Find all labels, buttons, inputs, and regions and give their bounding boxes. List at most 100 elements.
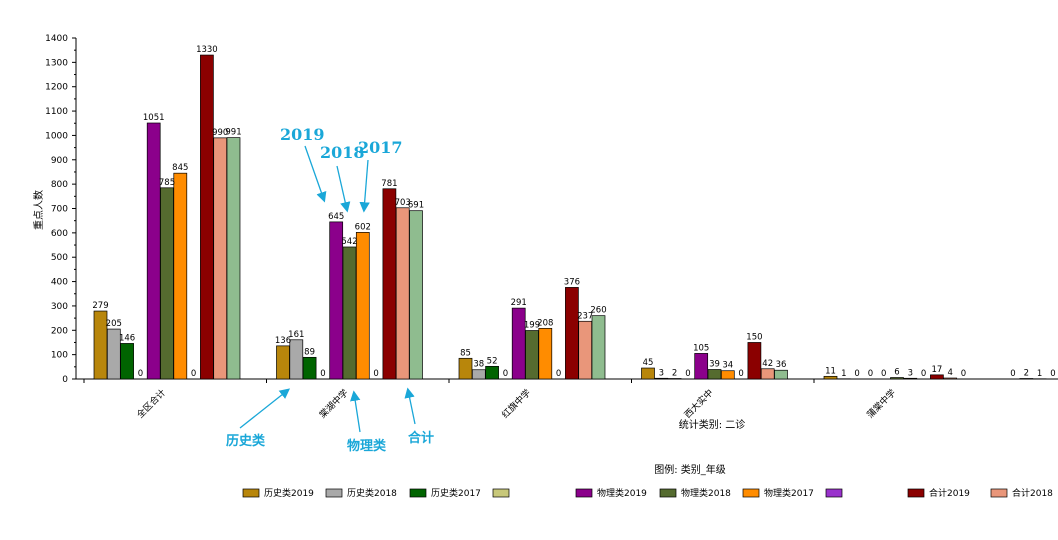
data-label: 52 — [487, 356, 498, 366]
data-label: 645 — [328, 212, 344, 222]
data-label: 199 — [524, 321, 540, 331]
bar — [823, 375, 838, 380]
legend-label: 历史类2019 — [264, 487, 314, 499]
data-label: 542 — [341, 237, 357, 247]
bar — [160, 187, 174, 380]
bar — [747, 342, 762, 380]
data-label: 2 — [1024, 369, 1029, 379]
data-label: 0 — [881, 369, 886, 379]
arrow-physics — [350, 390, 361, 433]
data-label: 1051 — [143, 113, 165, 123]
data-label: 17 — [931, 365, 942, 375]
legend-swatch — [825, 488, 843, 498]
bar — [382, 188, 397, 380]
y-tick-label: 200 — [51, 326, 68, 336]
data-label: 691 — [408, 201, 424, 211]
y-tick-label: 1300 — [45, 58, 68, 68]
bar — [276, 345, 290, 380]
data-label: 703 — [395, 198, 411, 208]
data-label: 0 — [320, 369, 325, 379]
data-label: 85 — [460, 348, 471, 358]
data-label: 785 — [159, 178, 175, 188]
annotation-physics: 物理类 — [347, 439, 387, 454]
x-tick-label: 全区合计 — [134, 387, 168, 421]
data-label: 136 — [275, 336, 291, 346]
bar — [538, 327, 553, 380]
bar — [774, 369, 788, 380]
bar — [707, 369, 722, 380]
bar — [200, 54, 214, 380]
bar — [720, 370, 735, 380]
data-label: 0 — [685, 369, 690, 379]
bar — [565, 287, 579, 380]
y-tick-label: 1000 — [45, 131, 68, 141]
bar — [120, 343, 134, 380]
legend-title: 图例: 类别_年级 — [654, 463, 726, 476]
y-tick-label: 600 — [51, 229, 68, 239]
legend-swatch — [409, 488, 427, 498]
data-label: 205 — [106, 319, 122, 329]
bar — [173, 172, 188, 380]
y-tick-label: 0 — [62, 375, 68, 385]
legend-swatch — [325, 488, 343, 498]
legend-swatch — [575, 488, 593, 498]
arrow-2017 — [359, 159, 370, 213]
x-tick-label: 棠湖中学 — [317, 387, 351, 421]
bar — [694, 353, 709, 380]
data-label: 45 — [643, 358, 654, 368]
y-tick-label: 1400 — [45, 34, 68, 44]
arrow-2019 — [304, 145, 327, 203]
y-tick-label: 300 — [51, 302, 68, 312]
data-label: 34 — [722, 361, 733, 371]
data-label: 990 — [212, 128, 228, 138]
data-label: 36 — [776, 360, 787, 370]
data-label: 991 — [225, 128, 241, 138]
x-tick-label: 蒲棠中学 — [864, 387, 898, 421]
data-label: 237 — [577, 311, 593, 321]
data-label: 260 — [590, 306, 606, 316]
legend-label: 历史类2017 — [431, 487, 481, 499]
bar — [760, 368, 775, 380]
legend-label: 物理类2017 — [764, 487, 814, 499]
bar — [471, 369, 486, 380]
data-label: 0 — [1050, 369, 1055, 379]
bar — [511, 307, 526, 380]
data-label: 89 — [304, 347, 315, 357]
data-label: 2 — [672, 369, 677, 379]
data-label: 0 — [1010, 369, 1015, 379]
arrow-2018 — [336, 165, 351, 213]
y-tick-label: 900 — [51, 156, 68, 166]
data-label: 146 — [119, 333, 135, 343]
legend-swatch — [492, 488, 510, 498]
value-labels: 2792051460105178584501330990991136161890… — [92, 45, 1055, 379]
bar — [146, 122, 161, 380]
data-label: 1 — [841, 369, 846, 379]
data-label: 0 — [556, 369, 561, 379]
y-tick-label: 100 — [51, 351, 68, 361]
data-label: 376 — [564, 277, 580, 287]
legend-swatch — [742, 488, 760, 498]
annotation-2019: 2019 — [280, 125, 325, 144]
y-tick-label: 800 — [51, 180, 68, 190]
data-label: 781 — [381, 179, 397, 189]
y-tick-label: 400 — [51, 278, 68, 288]
data-label: 161 — [288, 330, 304, 340]
legend-label: 合计2019 — [929, 487, 970, 499]
annotation-total: 合计 — [408, 431, 435, 446]
legend-label: 物理类2019 — [597, 487, 647, 499]
arrow-history — [239, 388, 291, 429]
bar — [890, 377, 904, 380]
data-label: 3 — [908, 368, 913, 378]
data-label: 0 — [373, 369, 378, 379]
bar — [409, 210, 423, 380]
x-axis-label: 统计类别: 二诊 — [679, 418, 746, 431]
data-label: 1330 — [196, 45, 218, 55]
x-tick-label: 西大实中 — [682, 387, 716, 421]
bar — [578, 320, 593, 380]
legend-label: 历史类2018 — [347, 487, 397, 499]
legend-label: 物理类2018 — [681, 487, 731, 499]
data-label: 279 — [92, 301, 108, 311]
bar — [213, 137, 228, 380]
data-label: 1 — [1037, 369, 1042, 379]
